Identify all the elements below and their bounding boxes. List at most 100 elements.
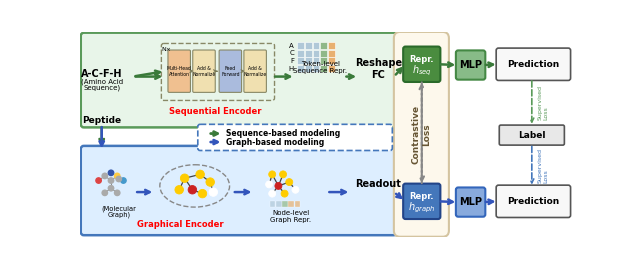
Text: Token-level
Sequence Repr.: Token-level Sequence Repr.: [293, 61, 348, 74]
FancyBboxPatch shape: [81, 33, 397, 127]
Text: Node-level
Graph Repr.: Node-level Graph Repr.: [270, 210, 312, 223]
Text: Graphical Encoder: Graphical Encoder: [138, 220, 224, 229]
Bar: [305, 57, 312, 64]
FancyBboxPatch shape: [499, 125, 564, 145]
Circle shape: [269, 190, 276, 197]
Text: A-C-F-H: A-C-F-H: [81, 69, 122, 79]
Text: $h_{graph}$: $h_{graph}$: [408, 200, 436, 215]
Text: MLP: MLP: [459, 197, 482, 207]
Text: Multi-Head
Attention: Multi-Head Attention: [167, 66, 191, 77]
Bar: [328, 50, 335, 57]
Bar: [312, 50, 319, 57]
Bar: [282, 201, 288, 207]
Text: Supervised
Loss: Supervised Loss: [537, 85, 548, 120]
Bar: [320, 42, 327, 49]
Bar: [328, 57, 335, 64]
Circle shape: [269, 171, 276, 178]
Text: Sequence): Sequence): [83, 85, 120, 92]
Bar: [328, 65, 335, 72]
Circle shape: [286, 178, 292, 186]
Bar: [320, 50, 327, 57]
Text: Repr.: Repr.: [410, 192, 434, 201]
Circle shape: [275, 182, 282, 189]
Text: N×: N×: [162, 47, 172, 52]
Circle shape: [292, 186, 299, 193]
Text: Add &
Normalize: Add & Normalize: [244, 66, 267, 77]
Circle shape: [116, 176, 122, 182]
FancyBboxPatch shape: [244, 50, 266, 92]
FancyBboxPatch shape: [193, 50, 215, 92]
FancyBboxPatch shape: [81, 146, 397, 235]
FancyBboxPatch shape: [219, 50, 241, 92]
Text: Prediction: Prediction: [508, 197, 559, 206]
Bar: [305, 50, 312, 57]
Bar: [297, 42, 304, 49]
Bar: [276, 201, 282, 207]
Circle shape: [121, 178, 126, 183]
Bar: [305, 65, 312, 72]
Bar: [297, 50, 304, 57]
Circle shape: [281, 190, 288, 197]
Bar: [312, 42, 319, 49]
Bar: [270, 201, 275, 207]
Text: C: C: [289, 51, 294, 56]
FancyBboxPatch shape: [198, 124, 392, 151]
Circle shape: [188, 186, 196, 194]
Bar: [320, 65, 327, 72]
Circle shape: [108, 186, 114, 191]
Text: H: H: [289, 66, 294, 72]
Bar: [328, 42, 335, 49]
Circle shape: [108, 178, 114, 183]
FancyBboxPatch shape: [403, 47, 440, 82]
Circle shape: [196, 170, 204, 178]
Bar: [320, 57, 327, 64]
Text: Sequence-based modeling: Sequence-based modeling: [226, 129, 340, 138]
FancyBboxPatch shape: [496, 48, 571, 80]
Text: Supervised
Loss: Supervised Loss: [537, 148, 548, 183]
Text: Graph-based modeling: Graph-based modeling: [226, 138, 324, 147]
Text: Graph): Graph): [107, 212, 131, 218]
Text: (Amino Acid: (Amino Acid: [81, 79, 123, 85]
Text: F: F: [290, 58, 294, 64]
Circle shape: [115, 190, 120, 196]
Text: (Molecular: (Molecular: [101, 206, 136, 212]
Circle shape: [280, 171, 287, 178]
Bar: [297, 57, 304, 64]
Circle shape: [209, 188, 218, 196]
Text: Feed
Forward: Feed Forward: [221, 66, 239, 77]
Text: A: A: [289, 43, 294, 49]
Text: MLP: MLP: [459, 60, 482, 70]
FancyBboxPatch shape: [496, 185, 571, 218]
Text: Sequential Encoder: Sequential Encoder: [170, 107, 262, 117]
FancyBboxPatch shape: [456, 50, 485, 80]
Circle shape: [102, 173, 108, 178]
Bar: [312, 65, 319, 72]
FancyBboxPatch shape: [403, 184, 440, 219]
Text: Contrastive
Loss: Contrastive Loss: [412, 105, 431, 164]
Text: Readout: Readout: [355, 178, 401, 189]
Circle shape: [115, 173, 120, 178]
FancyBboxPatch shape: [394, 32, 449, 237]
FancyBboxPatch shape: [456, 188, 485, 217]
Text: Label: Label: [518, 131, 545, 140]
FancyBboxPatch shape: [168, 50, 191, 92]
Bar: [297, 65, 304, 72]
Text: Prediction: Prediction: [508, 60, 559, 69]
Bar: [312, 57, 319, 64]
Text: Peptide: Peptide: [82, 116, 121, 125]
Text: Add &
Normalize: Add & Normalize: [193, 66, 216, 77]
Circle shape: [108, 170, 114, 176]
Text: Repr.: Repr.: [410, 55, 434, 64]
Circle shape: [175, 186, 184, 194]
Text: $h_{seq}$: $h_{seq}$: [412, 63, 432, 78]
Bar: [289, 201, 294, 207]
Circle shape: [96, 178, 101, 183]
Circle shape: [266, 181, 273, 188]
Bar: [294, 201, 300, 207]
Text: Reshape
FC: Reshape FC: [355, 58, 402, 80]
Circle shape: [180, 174, 189, 182]
Circle shape: [102, 190, 108, 196]
Circle shape: [206, 178, 214, 186]
Circle shape: [198, 189, 207, 198]
Bar: [305, 42, 312, 49]
